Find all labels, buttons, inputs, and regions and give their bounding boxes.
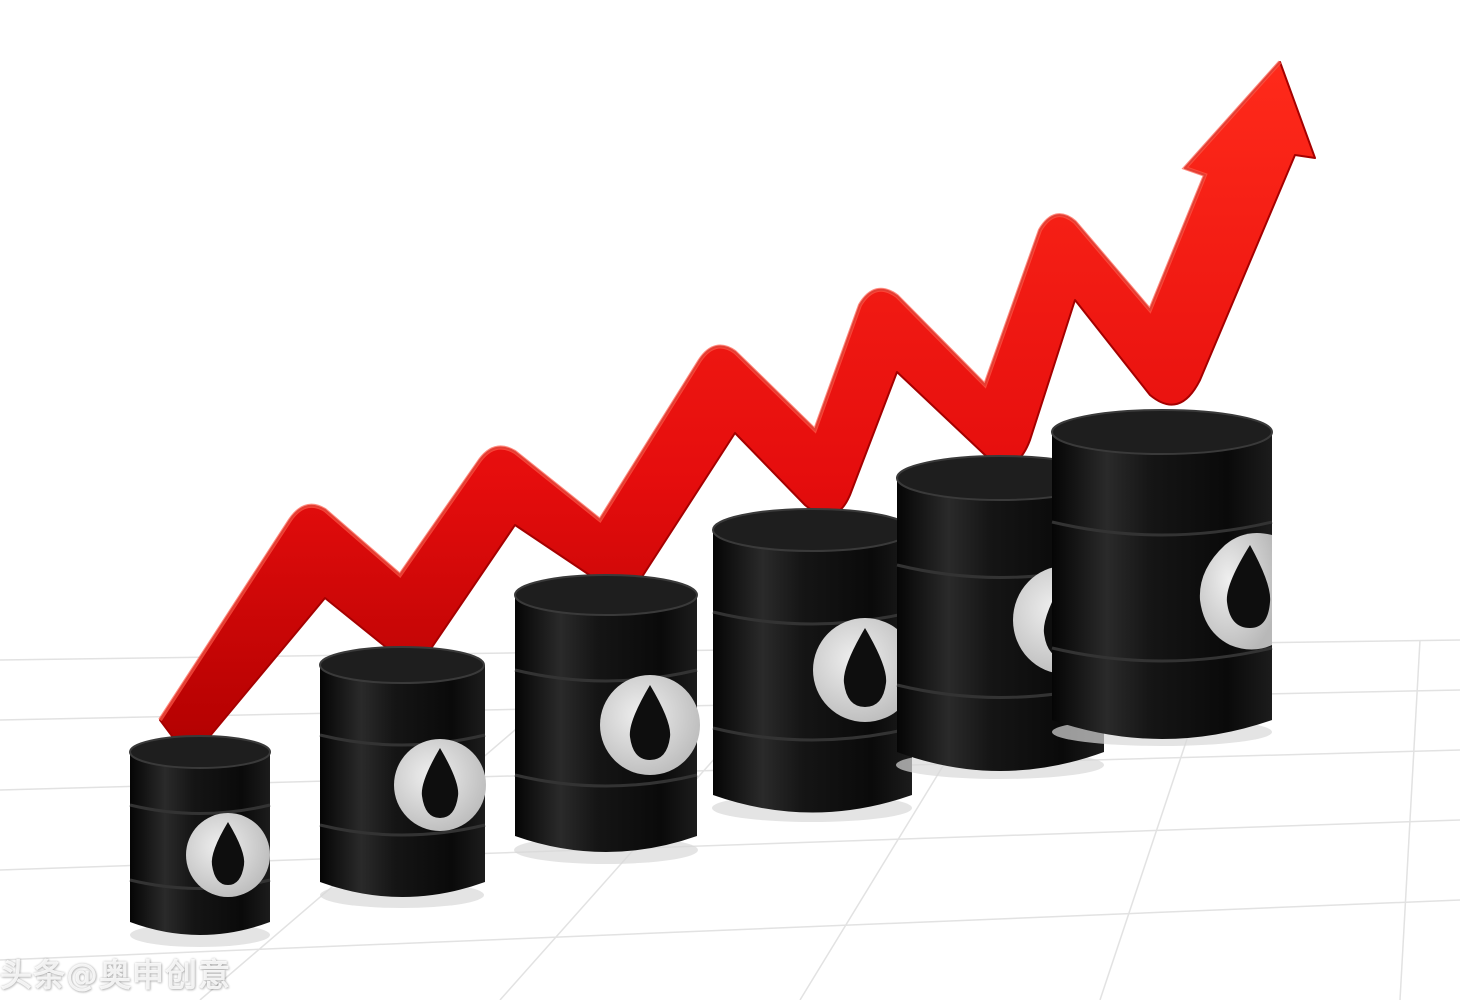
oil-drop-icon: [629, 685, 671, 760]
oil-drop-icon: [1226, 545, 1271, 628]
watermark-text: 头条@奥申创意: [0, 956, 232, 994]
oil-barrel-4: [712, 508, 917, 822]
oil-drop-icon: [843, 628, 887, 707]
oil-drop-icon: [421, 748, 459, 818]
oil-drop-icon: [211, 822, 245, 885]
oil-barrel-1: [129, 735, 271, 947]
oil-barrel-2: [319, 646, 486, 908]
oil-barrel-3: [514, 574, 700, 864]
oil-barrel-6: [1051, 409, 1273, 746]
